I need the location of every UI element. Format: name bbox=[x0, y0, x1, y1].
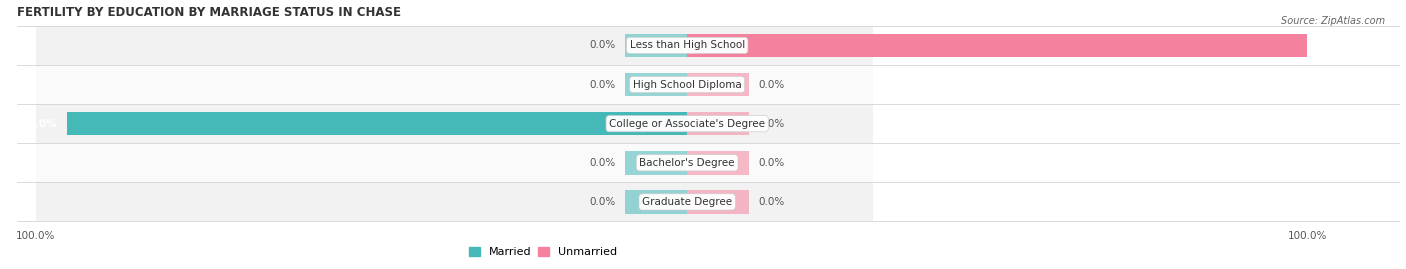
Text: FERTILITY BY EDUCATION BY MARRIAGE STATUS IN CHASE: FERTILITY BY EDUCATION BY MARRIAGE STATU… bbox=[17, 6, 401, 19]
Bar bbox=[626, 151, 688, 175]
Bar bbox=[626, 73, 688, 96]
Text: High School Diploma: High School Diploma bbox=[633, 80, 741, 90]
Bar bbox=[688, 151, 749, 175]
Text: 0.0%: 0.0% bbox=[758, 119, 785, 129]
Text: Less than High School: Less than High School bbox=[630, 40, 745, 50]
Bar bbox=[37, 182, 873, 221]
Text: 0.0%: 0.0% bbox=[758, 197, 785, 207]
Text: Graduate Degree: Graduate Degree bbox=[643, 197, 733, 207]
Text: Bachelor's Degree: Bachelor's Degree bbox=[640, 158, 735, 168]
Bar bbox=[688, 73, 749, 96]
Bar bbox=[688, 34, 1308, 57]
Text: 100.0%: 100.0% bbox=[1316, 40, 1360, 50]
Bar bbox=[688, 112, 749, 135]
Text: 0.0%: 0.0% bbox=[589, 40, 616, 50]
Bar bbox=[37, 65, 873, 104]
Bar bbox=[688, 190, 749, 214]
Bar bbox=[626, 34, 688, 57]
Text: 0.0%: 0.0% bbox=[589, 197, 616, 207]
Text: 0.0%: 0.0% bbox=[758, 158, 785, 168]
Bar bbox=[626, 190, 688, 214]
Text: 100.0%: 100.0% bbox=[14, 119, 58, 129]
Text: 0.0%: 0.0% bbox=[589, 80, 616, 90]
Bar bbox=[67, 112, 688, 135]
Bar bbox=[37, 143, 873, 182]
Bar bbox=[37, 104, 873, 143]
Legend: Married, Unmarried: Married, Unmarried bbox=[464, 243, 621, 262]
Text: Source: ZipAtlas.com: Source: ZipAtlas.com bbox=[1281, 16, 1385, 26]
Bar bbox=[37, 26, 873, 65]
Text: 0.0%: 0.0% bbox=[758, 80, 785, 90]
Text: 0.0%: 0.0% bbox=[589, 158, 616, 168]
Text: College or Associate's Degree: College or Associate's Degree bbox=[609, 119, 765, 129]
